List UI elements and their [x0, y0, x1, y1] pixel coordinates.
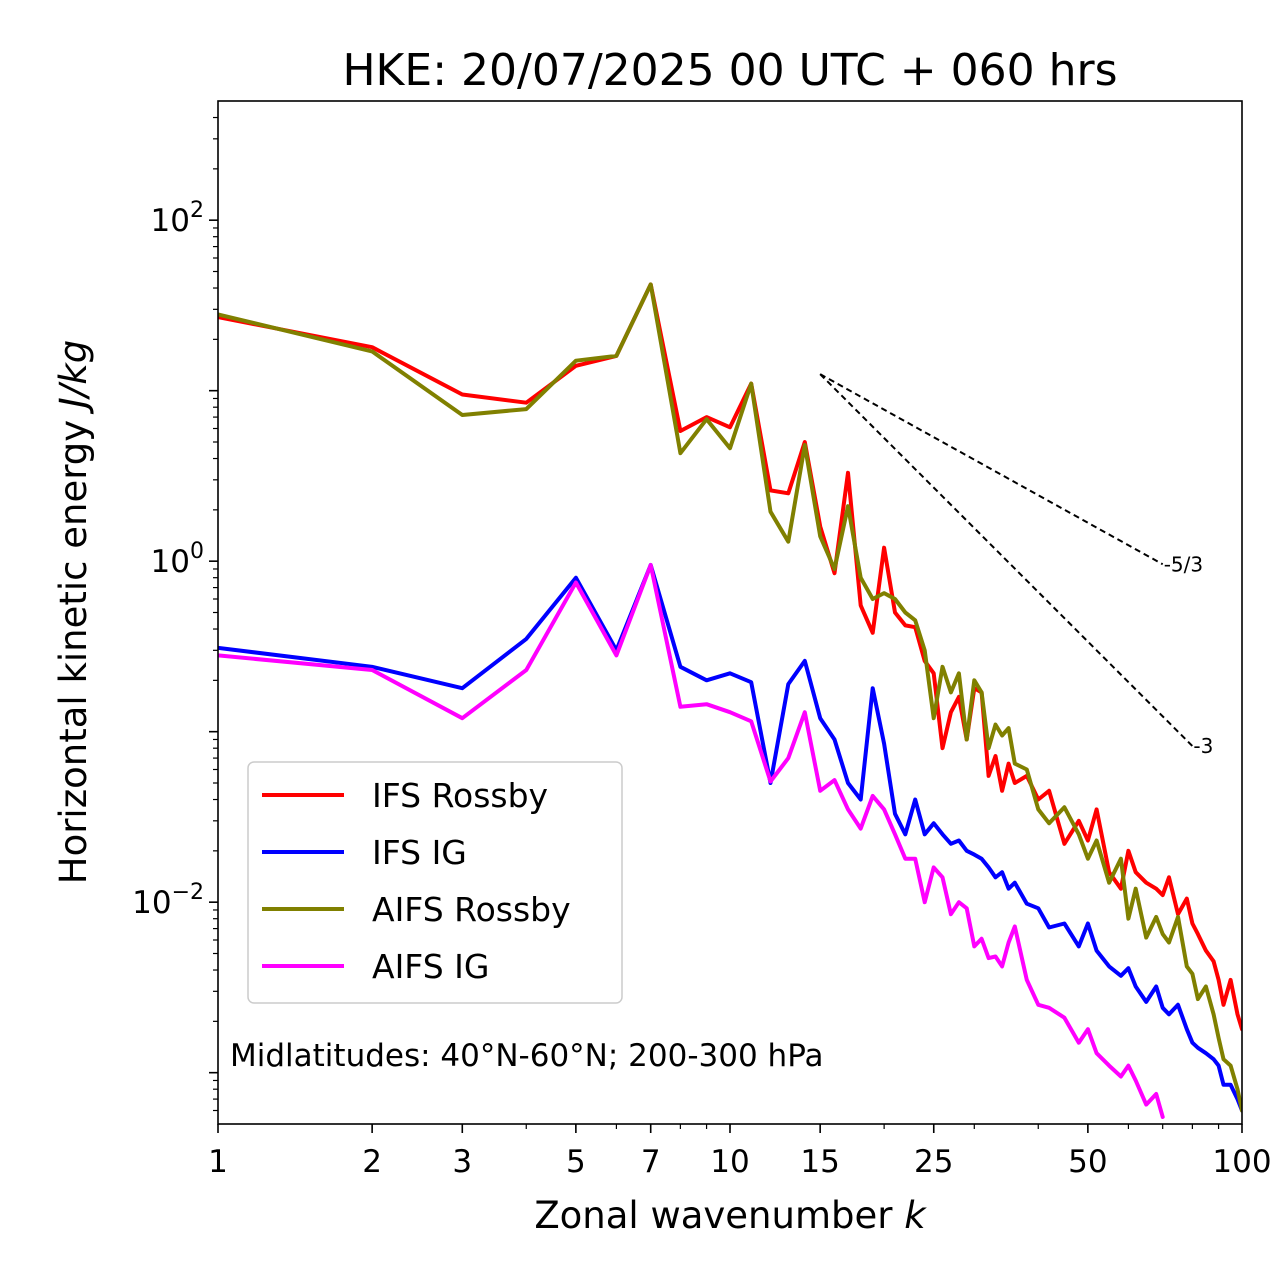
- series-line-1: [218, 563, 1242, 1113]
- x-tick-label: 50: [1068, 1144, 1107, 1180]
- reference-line-0: [819, 373, 1164, 566]
- legend-frame: [247, 761, 623, 1004]
- y-tick-label: 102: [151, 198, 204, 239]
- series-line-3: [218, 563, 1165, 1119]
- reference-line-1: [819, 373, 1194, 747]
- x-axis-label: Zonal wavenumber k: [534, 1194, 927, 1237]
- y-axis-ticks: 102 100 10−2: [132, 116, 218, 1112]
- x-tick-label: 2: [362, 1144, 382, 1180]
- legend-label-1: IFS IG: [372, 833, 467, 872]
- legend-label-3: AIFS IG: [372, 947, 489, 986]
- series-line-2: [218, 282, 1242, 1113]
- legend: IFS Rossby IFS IG AIFS Rossby AIFS IG: [247, 761, 623, 1004]
- x-tick-label: 15: [800, 1144, 839, 1180]
- reference-line-label-1: -3: [1193, 734, 1213, 758]
- reference-slopes: -5/3 -3: [819, 373, 1213, 758]
- x-axis-ticks: 1 2 3 5 7 10 15 25 50 100: [208, 1124, 1272, 1180]
- x-tick-label: 5: [566, 1144, 586, 1180]
- y-tick-label: 10−2: [132, 880, 204, 921]
- chart-title: HKE: 20/07/2025 00 UTC + 060 hrs: [342, 45, 1117, 96]
- legend-label-0: IFS Rossby: [372, 776, 548, 815]
- reference-line-label-0: -5/3: [1164, 552, 1203, 576]
- region-annotation: Midlatitudes: 40°N-60°N; 200-300 hPa: [230, 1038, 824, 1074]
- x-tick-label: 7: [641, 1144, 661, 1180]
- x-tick-label: 100: [1212, 1144, 1271, 1180]
- series-layer: [218, 282, 1242, 1119]
- x-tick-label: 25: [914, 1144, 953, 1180]
- y-axis-label: Horizontal kinetic energy J/kg: [52, 340, 95, 884]
- y-tick-label: 100: [151, 539, 204, 580]
- x-tick-label: 1: [208, 1144, 228, 1180]
- x-tick-label: 10: [710, 1144, 749, 1180]
- legend-label-2: AIFS Rossby: [372, 890, 571, 929]
- x-tick-label: 3: [452, 1144, 472, 1180]
- legend-items: IFS Rossby IFS IG AIFS Rossby AIFS IG: [262, 776, 571, 986]
